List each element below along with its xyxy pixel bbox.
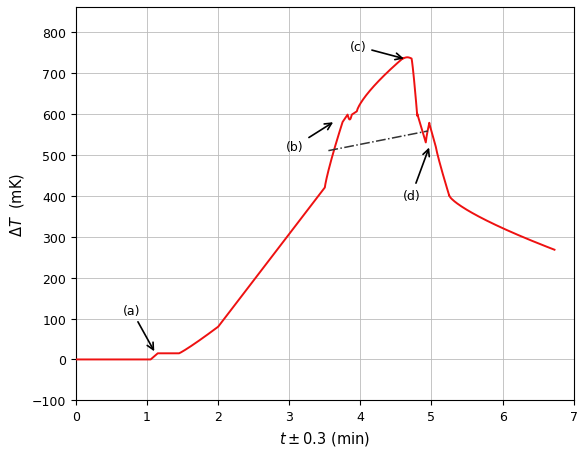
Text: (d): (d): [403, 150, 430, 202]
X-axis label: $t \pm 0.3$ (min): $t \pm 0.3$ (min): [279, 429, 370, 447]
Text: (a): (a): [122, 304, 154, 350]
Text: (b): (b): [286, 124, 332, 153]
Text: (c): (c): [350, 41, 402, 61]
Y-axis label: $\Delta T$  (mK): $\Delta T$ (mK): [8, 172, 26, 237]
